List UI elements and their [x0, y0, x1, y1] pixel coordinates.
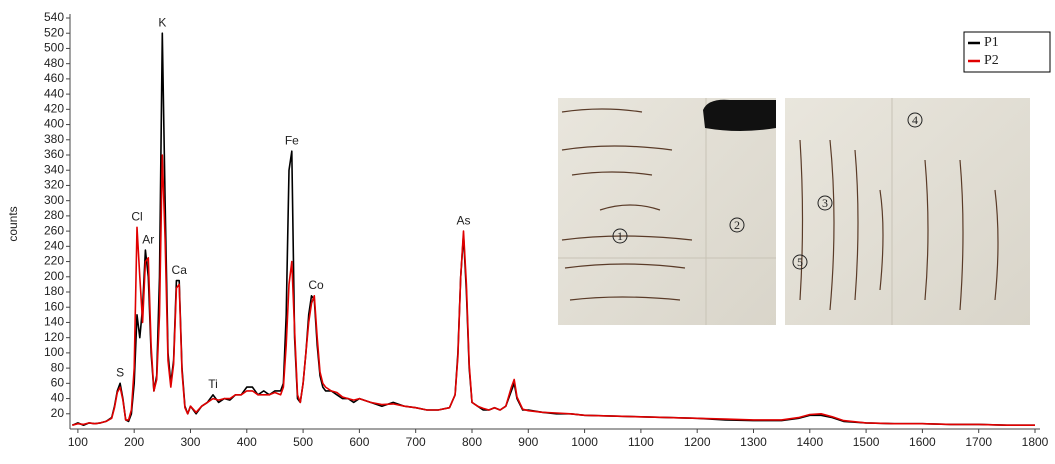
peak-label: Fe — [285, 133, 299, 147]
y-tick-label: 80 — [51, 360, 65, 374]
y-tick-label: 420 — [44, 102, 64, 116]
photo-marker: 2 — [734, 218, 740, 232]
inset-photo — [785, 98, 1030, 325]
x-tick-label: 400 — [237, 435, 257, 449]
x-tick-label: 1800 — [1022, 435, 1049, 449]
x-tick-label: 1000 — [571, 435, 598, 449]
x-tick-label: 1300 — [740, 435, 767, 449]
y-tick-label: 360 — [44, 147, 64, 161]
legend-label: P2 — [984, 53, 999, 68]
y-tick-label: 460 — [44, 71, 64, 85]
peak-label: As — [457, 213, 471, 227]
y-tick-label: 540 — [44, 10, 64, 24]
y-tick-label: 260 — [44, 223, 64, 237]
y-tick-label: 220 — [44, 254, 64, 268]
peak-label: Ti — [208, 377, 218, 391]
peak-label: Cl — [131, 209, 142, 223]
legend-label: P1 — [984, 35, 999, 50]
x-tick-label: 600 — [349, 435, 369, 449]
photo — [558, 98, 776, 325]
x-tick-label: 500 — [293, 435, 313, 449]
peak-label: Ar — [142, 232, 154, 246]
x-tick-label: 1700 — [965, 435, 992, 449]
y-tick-label: 320 — [44, 178, 64, 192]
y-tick-label: 60 — [51, 376, 65, 390]
y-tick-label: 400 — [44, 117, 64, 131]
x-tick-label: 900 — [518, 435, 538, 449]
x-tick-label: 800 — [462, 435, 482, 449]
x-tick-label: 1200 — [684, 435, 711, 449]
x-tick-label: 700 — [406, 435, 426, 449]
y-tick-label: 280 — [44, 208, 64, 222]
x-tick-label: 1400 — [796, 435, 823, 449]
y-tick-label: 40 — [51, 391, 65, 405]
y-tick-label: 520 — [44, 25, 64, 39]
y-tick-label: 300 — [44, 193, 64, 207]
y-tick-label: 200 — [44, 269, 64, 283]
inset-photo — [558, 98, 776, 325]
seal — [703, 100, 776, 131]
y-tick-label: 440 — [44, 86, 64, 100]
chart: counts P1P2 2040608010012014016018020022… — [0, 0, 1055, 464]
x-tick-label: 300 — [180, 435, 200, 449]
peak-label: S — [116, 366, 124, 380]
photo-marker: 5 — [797, 255, 803, 269]
y-tick-label: 380 — [44, 132, 64, 146]
x-tick-label: 1500 — [853, 435, 880, 449]
legend-box — [964, 32, 1050, 72]
y-tick-label: 120 — [44, 330, 64, 344]
y-tick-label: 180 — [44, 284, 64, 298]
x-tick-label: 1100 — [628, 435, 654, 449]
y-tick-label: 20 — [51, 406, 65, 420]
x-tick-label: 200 — [124, 435, 144, 449]
y-tick-label: 160 — [44, 299, 64, 313]
photo-marker: 4 — [912, 113, 918, 127]
photo-marker: 3 — [822, 196, 828, 210]
y-tick-label: 340 — [44, 162, 64, 176]
y-tick-label: 240 — [44, 239, 64, 253]
photo-marker: 1 — [617, 229, 623, 243]
x-tick-label: 100 — [68, 435, 88, 449]
peak-label: K — [158, 15, 166, 29]
y-tick-label: 100 — [44, 345, 64, 359]
peak-label: Ca — [172, 263, 188, 277]
y-tick-label: 140 — [44, 315, 64, 329]
x-tick-label: 1600 — [909, 435, 936, 449]
photo — [785, 98, 1030, 325]
peak-label: Co — [308, 278, 324, 292]
y-tick-label: 480 — [44, 56, 64, 70]
y-axis-label: counts — [6, 206, 20, 241]
y-tick-label: 500 — [44, 41, 64, 55]
